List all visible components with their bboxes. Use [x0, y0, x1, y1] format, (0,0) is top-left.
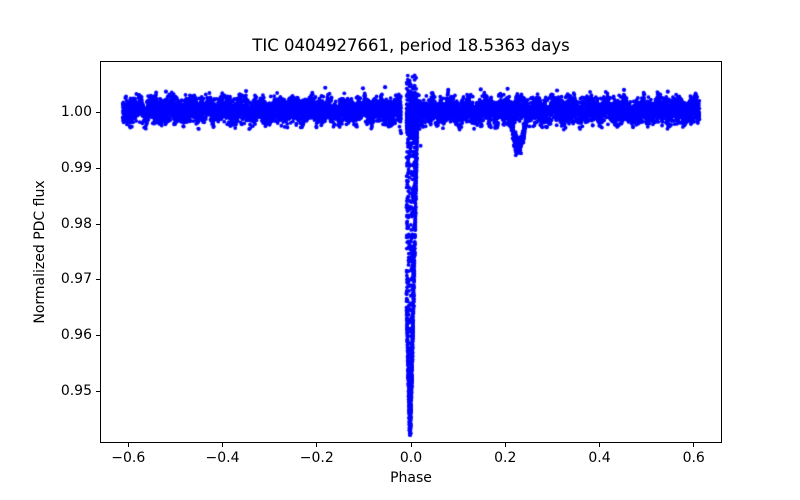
x-tick-label: −0.6 — [111, 450, 146, 466]
y-axis-label: Normalized PDC flux — [32, 180, 48, 324]
y-tick-label: 0.95 — [60, 382, 92, 399]
y-tick-mark — [96, 390, 100, 392]
x-tick-mark — [693, 443, 695, 447]
y-tick-label: 0.98 — [60, 215, 92, 232]
x-tick-label: −0.2 — [299, 450, 334, 466]
x-tick-label: 0.0 — [399, 450, 423, 466]
y-tick-mark — [96, 112, 100, 114]
y-tick-label: 0.97 — [60, 271, 92, 288]
y-tick-mark — [96, 167, 100, 169]
y-tick-mark — [96, 335, 100, 337]
x-tick-label: 0.4 — [588, 450, 611, 466]
chart-title: TIC 0404927661, period 18.5363 days — [252, 36, 570, 55]
y-tick-mark — [96, 279, 100, 281]
x-tick-mark — [222, 443, 223, 447]
x-tick-mark — [598, 443, 600, 447]
x-tick-label: 0.6 — [682, 450, 705, 466]
x-tick-mark — [316, 443, 318, 447]
x-tick-mark — [504, 443, 506, 447]
x-tick-mark — [127, 443, 129, 447]
y-tick-label: 0.96 — [60, 327, 92, 344]
x-tick-label: −0.4 — [205, 450, 240, 466]
y-tick-mark — [96, 223, 100, 225]
y-tick-label: 1.00 — [60, 104, 92, 121]
x-tick-mark — [410, 443, 412, 447]
x-tick-label: 0.2 — [494, 450, 517, 466]
x-axis-label: Phase — [390, 470, 432, 486]
y-tick-label: 0.99 — [60, 159, 92, 176]
plot-area-border — [100, 61, 722, 443]
